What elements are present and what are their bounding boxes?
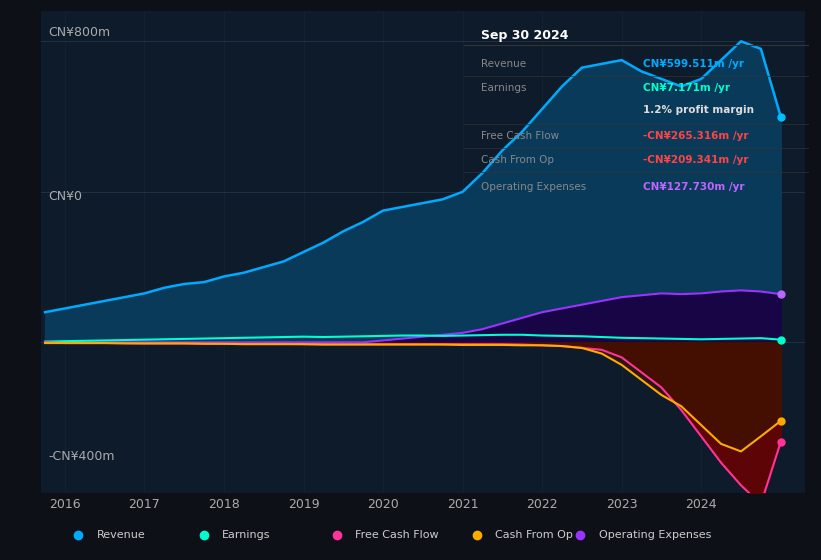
Text: -CN¥209.341m /yr: -CN¥209.341m /yr — [643, 155, 749, 165]
Text: 1.2% profit margin: 1.2% profit margin — [643, 105, 754, 115]
Text: Cash From Op: Cash From Op — [481, 155, 554, 165]
Text: -CN¥400m: -CN¥400m — [48, 450, 115, 463]
Text: Earnings: Earnings — [222, 530, 271, 540]
Text: Cash From Op: Cash From Op — [496, 530, 573, 540]
Text: Revenue: Revenue — [97, 530, 145, 540]
Text: CN¥800m: CN¥800m — [48, 26, 111, 39]
Text: CN¥599.511m /yr: CN¥599.511m /yr — [643, 59, 744, 69]
Text: CN¥0: CN¥0 — [48, 190, 83, 203]
Text: -CN¥265.316m /yr: -CN¥265.316m /yr — [643, 131, 749, 141]
Text: CN¥7.171m /yr: CN¥7.171m /yr — [643, 83, 730, 93]
Text: Operating Expenses: Operating Expenses — [599, 530, 711, 540]
Text: Sep 30 2024: Sep 30 2024 — [481, 29, 569, 43]
Text: Free Cash Flow: Free Cash Flow — [481, 131, 559, 141]
Text: Revenue: Revenue — [481, 59, 526, 69]
Text: Free Cash Flow: Free Cash Flow — [355, 530, 438, 540]
Text: Earnings: Earnings — [481, 83, 526, 93]
Text: Operating Expenses: Operating Expenses — [481, 181, 586, 192]
Text: CN¥127.730m /yr: CN¥127.730m /yr — [643, 181, 745, 192]
